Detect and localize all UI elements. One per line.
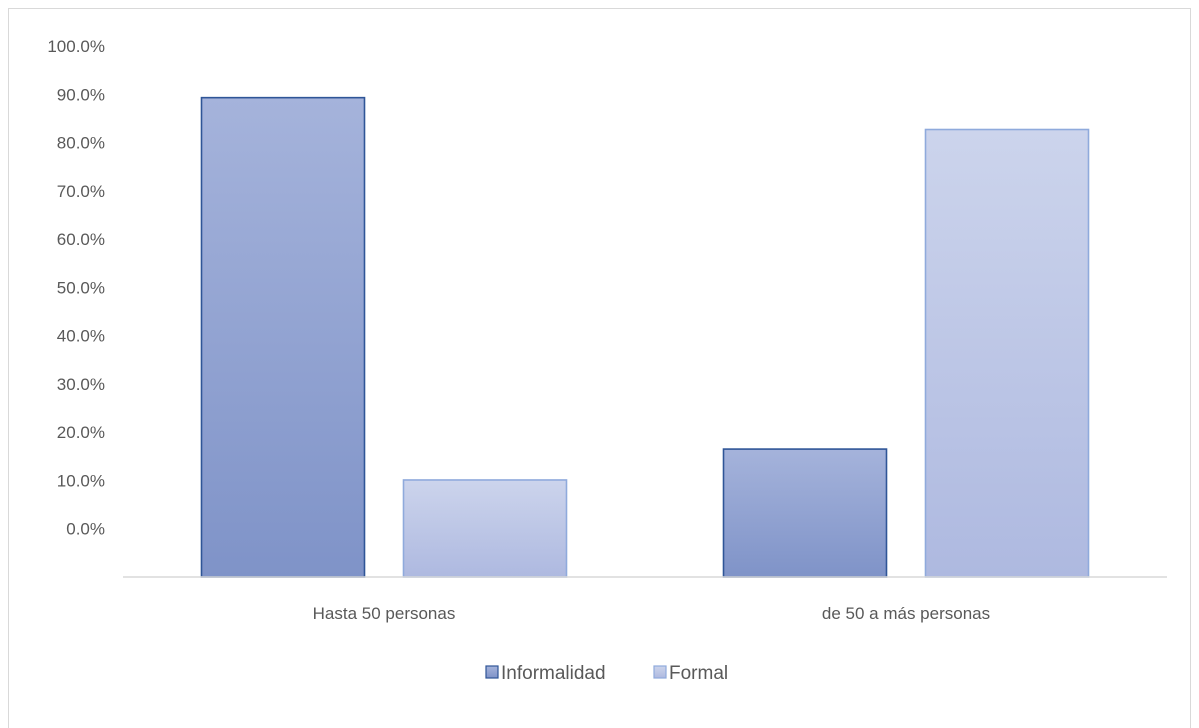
legend-label-formal: Formal (669, 663, 728, 684)
legend-swatch-formal (653, 665, 667, 679)
y-tick-label: 90.0% (57, 85, 105, 104)
x-category-label: de 50 a más personas (822, 604, 990, 623)
bar-chart: 0.0% 10.0% 20.0% 30.0% 40.0% 50.0% 60.0% 70.0% 8… (47, 37, 1167, 684)
y-tick-label: 20.0% (57, 423, 105, 442)
legend-label-informalidad: Informalidad (501, 663, 606, 684)
y-tick-label: 50.0% (57, 278, 105, 297)
bars (200, 96, 1090, 578)
bar-formal-0 (402, 479, 568, 578)
y-tick-label: 10.0% (57, 471, 105, 490)
y-tick-label: 100.0% (47, 37, 105, 56)
category-labels: Hasta 50 personas de 50 a más personas (313, 604, 990, 623)
bar-formal-1 (924, 128, 1090, 578)
y-tick-label: 40.0% (57, 327, 105, 346)
x-category-label: Hasta 50 personas (313, 604, 456, 623)
y-tick-label: 30.0% (57, 375, 105, 394)
legend: Informalidad Formal (485, 663, 728, 684)
bar-informalidad-0 (200, 96, 366, 578)
y-tick-label: 0.0% (66, 520, 105, 539)
y-tick-label: 60.0% (57, 230, 105, 249)
y-tick-label: 80.0% (57, 134, 105, 153)
y-axis-ticks: 0.0% 10.0% 20.0% 30.0% 40.0% 50.0% 60.0% 70.0% 8… (47, 37, 105, 539)
chart-frame: 0.0% 10.0% 20.0% 30.0% 40.0% 50.0% 60.0% 70.0% 8… (8, 8, 1191, 728)
legend-swatch-informalidad (485, 665, 499, 679)
y-tick-label: 70.0% (57, 182, 105, 201)
bar-informalidad-1 (722, 448, 888, 578)
